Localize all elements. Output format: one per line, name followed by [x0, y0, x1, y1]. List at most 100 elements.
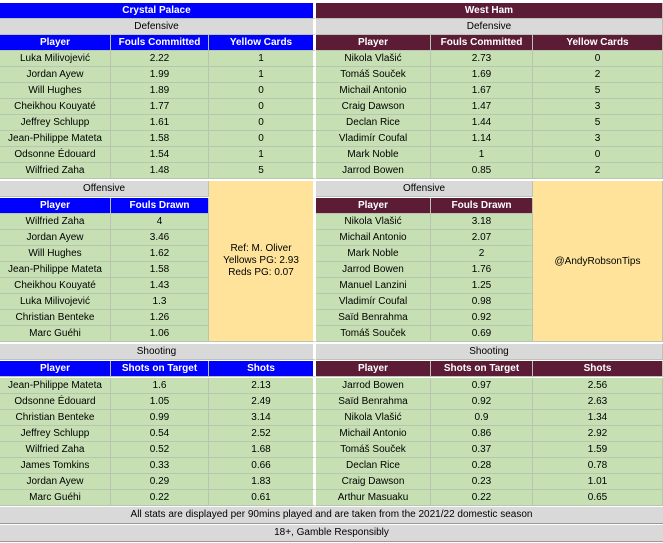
table-row-cell: 3	[533, 131, 663, 147]
table-row-cell: Michail Antonio	[316, 230, 431, 246]
table-row-cell: Declan Rice	[316, 115, 431, 131]
table-row-cell: 1.47	[431, 99, 533, 115]
cp-offensive-section-label: Offensive	[0, 181, 209, 197]
table-row-cell: 0.92	[431, 394, 533, 410]
table-row-cell: 3.46	[111, 230, 209, 246]
referee-info-box: Ref: M. Oliver Yellows PG: 2.93 Reds PG:…	[209, 181, 316, 342]
table-row-cell: 1.06	[111, 326, 209, 342]
stats-footnote: All stats are displayed per 90mins playe…	[0, 507, 663, 524]
table-row-cell: 1.99	[111, 67, 209, 83]
handle-box: @AndyRobsonTips	[533, 181, 663, 342]
table-row-cell: Wilfried Zaha	[0, 442, 111, 458]
table-row-cell: Nikola Vlašić	[316, 214, 431, 230]
table-row-cell: 1.43	[111, 278, 209, 294]
table-row-cell: 1.26	[111, 310, 209, 326]
cp-defensive-header-fouls-committed: Fouls Committed	[111, 35, 209, 51]
table-row-cell: Wilfried Zaha	[0, 214, 111, 230]
table-row-cell: Christian Benteke	[0, 410, 111, 426]
table-row-cell: Mark Noble	[316, 147, 431, 163]
table-row-cell: Odsonne Édouard	[0, 147, 111, 163]
table-row-cell: Jean-Philippe Mateta	[0, 378, 111, 394]
table-row-cell: Wilfried Zaha	[0, 163, 111, 179]
table-row-cell: 1.25	[431, 278, 533, 294]
table-row-cell: Nikola Vlašić	[316, 410, 431, 426]
table-row-cell: 2.56	[533, 378, 663, 394]
wh-shooting-header-shots-on-target: Shots on Target	[431, 361, 533, 377]
table-row-cell: Saïd Benrahma	[316, 310, 431, 326]
table-row-cell: Craig Dawson	[316, 474, 431, 490]
table-row-cell: 1.58	[111, 262, 209, 278]
cp-defensive-header-yellow-cards: Yellow Cards	[209, 35, 316, 51]
table-row-cell: 1.14	[431, 131, 533, 147]
table-row-cell: 1.3	[111, 294, 209, 310]
table-row-cell: 2.22	[111, 51, 209, 67]
table-row-cell: Arthur Masuaku	[316, 490, 431, 506]
cp-shooting-section-label: Shooting	[0, 344, 316, 360]
table-row-cell: 0.33	[111, 458, 209, 474]
table-row-cell: 1.76	[431, 262, 533, 278]
table-row-cell: Jordan Ayew	[0, 230, 111, 246]
table-row-cell: Jordan Ayew	[0, 67, 111, 83]
table-row-cell: 2	[431, 246, 533, 262]
table-row-cell: 2.07	[431, 230, 533, 246]
table-row-cell: 1.77	[111, 99, 209, 115]
table-row-cell: 1.89	[111, 83, 209, 99]
table-row-cell: 1	[209, 51, 316, 67]
table-row-cell: Nikola Vlašić	[316, 51, 431, 67]
wh-offensive-section-label: Offensive	[316, 181, 533, 197]
table-row-cell: 3	[533, 99, 663, 115]
table-row-cell: 0.69	[431, 326, 533, 342]
table-row-cell: 2	[533, 67, 663, 83]
referee-yellows-per-game: Yellows PG: 2.93	[223, 255, 299, 266]
table-row-cell: Jeffrey Schlupp	[0, 115, 111, 131]
table-row-cell: 1.44	[431, 115, 533, 131]
table-row-cell: 0.61	[209, 490, 316, 506]
table-row-cell: 0.28	[431, 458, 533, 474]
table-row-cell: Luka Milivojević	[0, 294, 111, 310]
wh-defensive-section-label: Defensive	[316, 19, 663, 35]
cp-shooting-header-shots: Shots	[209, 361, 316, 377]
table-row-cell: 1.05	[111, 394, 209, 410]
table-row-cell: 0.37	[431, 442, 533, 458]
table-row-cell: 0	[209, 115, 316, 131]
wh-shooting-section-label: Shooting	[316, 344, 663, 360]
table-row-cell: 0	[533, 51, 663, 67]
wh-defensive-header-fouls-committed: Fouls Committed	[431, 35, 533, 51]
table-row-cell: Manuel Lanzini	[316, 278, 431, 294]
table-row-cell: Craig Dawson	[316, 99, 431, 115]
table-row-cell: James Tomkins	[0, 458, 111, 474]
crystal-palace-team-header: Crystal Palace	[0, 3, 316, 19]
table-row-cell: 1.62	[111, 246, 209, 262]
table-row-cell: 3.14	[209, 410, 316, 426]
table-row-cell: 0	[209, 131, 316, 147]
gambling-disclaimer: 18+, Gamble Responsibly	[0, 525, 663, 542]
table-row-cell: 0.23	[431, 474, 533, 490]
table-row-cell: 0.9	[431, 410, 533, 426]
table-row-cell: Christian Benteke	[0, 310, 111, 326]
table-row-cell: 1.61	[111, 115, 209, 131]
table-row-cell: Odsonne Édouard	[0, 394, 111, 410]
cp-offensive-header-fouls-drawn: Fouls Drawn	[111, 198, 209, 214]
table-row-cell: 3.18	[431, 214, 533, 230]
table-row-cell: 0	[209, 99, 316, 115]
table-row-cell: 5	[533, 115, 663, 131]
table-row-cell: 1.34	[533, 410, 663, 426]
table-row-cell: Tomáš Souček	[316, 67, 431, 83]
table-row-cell: 1.83	[209, 474, 316, 490]
table-row-cell: 2.52	[209, 426, 316, 442]
table-row-cell: 0.92	[431, 310, 533, 326]
table-row-cell: 0.65	[533, 490, 663, 506]
table-row-cell: 4	[111, 214, 209, 230]
table-row-cell: 1.67	[431, 83, 533, 99]
table-row-cell: 0.97	[431, 378, 533, 394]
table-row-cell: Jarrod Bowen	[316, 378, 431, 394]
cp-shooting-header-player: Player	[0, 361, 111, 377]
table-row-cell: 0	[533, 147, 663, 163]
table-row-cell: 1.58	[111, 131, 209, 147]
table-row-cell: 1	[209, 147, 316, 163]
table-row-cell: 0.52	[111, 442, 209, 458]
table-row-cell: Declan Rice	[316, 458, 431, 474]
table-row-cell: 2.63	[533, 394, 663, 410]
wh-shooting-header-player: Player	[316, 361, 431, 377]
